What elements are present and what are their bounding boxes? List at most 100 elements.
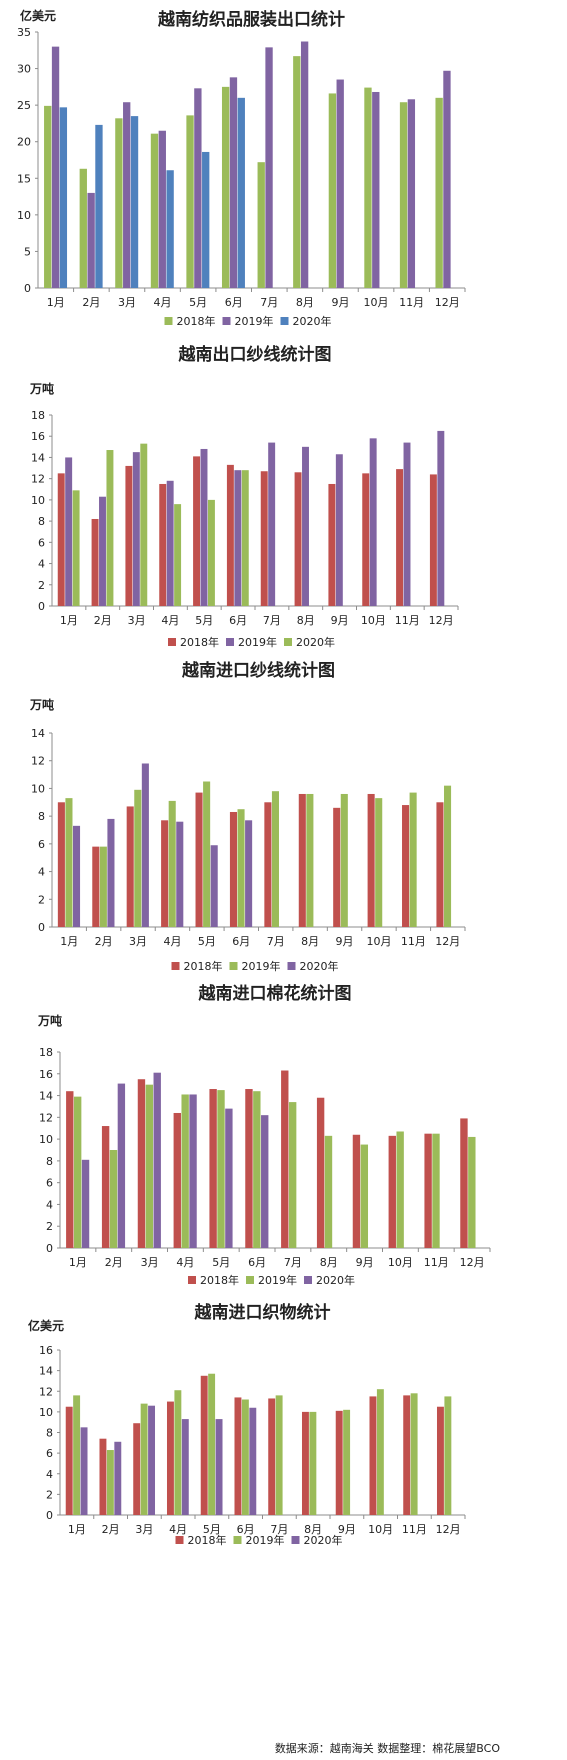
bar-1 xyxy=(126,806,134,927)
bar-1 xyxy=(333,807,341,927)
y-tick-label: 2 xyxy=(38,579,45,592)
bar-1 xyxy=(209,1089,217,1248)
chart-title: 越南纺织品服装出口统计 xyxy=(157,9,345,30)
legend-swatch xyxy=(188,1276,196,1284)
bar-3 xyxy=(81,1159,90,1248)
y-axis-unit: 万吨 xyxy=(29,381,54,396)
y-tick-label: 6 xyxy=(38,838,45,851)
bar-2 xyxy=(336,79,344,288)
bar-2 xyxy=(443,70,451,289)
chart-title: 越南出口纱线统计图 xyxy=(178,344,332,365)
x-tick-label: 12月 xyxy=(435,935,460,948)
legend-entry: 2018年 xyxy=(177,314,216,328)
y-tick-label: 10 xyxy=(31,494,45,507)
bar-2 xyxy=(158,130,166,288)
bar-3 xyxy=(95,124,103,288)
bar-2 xyxy=(203,781,211,927)
bar-2 xyxy=(432,1133,440,1248)
y-tick-label: 10 xyxy=(39,1133,53,1146)
bar-2 xyxy=(265,47,273,288)
bar-2 xyxy=(208,1373,216,1515)
bar-1 xyxy=(316,1097,325,1248)
y-tick-label: 30 xyxy=(17,63,31,76)
legend-swatch xyxy=(284,638,292,646)
bar-3 xyxy=(80,1427,88,1515)
x-tick-label: 7月 xyxy=(284,1256,302,1269)
legend-swatch xyxy=(168,638,176,646)
y-tick-label: 14 xyxy=(31,451,45,464)
bar-1 xyxy=(298,793,306,927)
bar-2 xyxy=(253,1091,261,1248)
bar-1 xyxy=(460,1118,468,1248)
bar-1 xyxy=(429,474,437,606)
y-tick-label: 25 xyxy=(17,99,31,112)
bar-2 xyxy=(134,789,142,927)
bar-2 xyxy=(376,1389,384,1515)
y-tick-label: 20 xyxy=(17,136,31,149)
bar-1 xyxy=(91,518,99,606)
legend-swatch xyxy=(280,317,289,325)
bar-1 xyxy=(173,1112,181,1248)
bar-1 xyxy=(424,1133,432,1248)
bar-1 xyxy=(268,1398,276,1515)
y-tick-label: 14 xyxy=(31,727,45,740)
bar-1 xyxy=(369,1396,377,1515)
bar-3 xyxy=(166,170,174,288)
bar-2 xyxy=(51,46,60,288)
bar-3 xyxy=(72,825,81,927)
y-tick-label: 5 xyxy=(24,245,31,258)
y-tick-label: 0 xyxy=(46,1242,53,1255)
bar-1 xyxy=(159,483,167,606)
y-tick-label: 14 xyxy=(39,1090,53,1103)
bar-1 xyxy=(186,115,194,288)
bar-2 xyxy=(174,1390,182,1515)
y-tick-label: 8 xyxy=(46,1155,53,1168)
bar-2 xyxy=(106,1450,114,1515)
bar-2 xyxy=(194,88,202,288)
x-tick-label: 5月 xyxy=(189,296,207,309)
x-tick-label: 2月 xyxy=(82,296,100,309)
bar-3 xyxy=(174,504,182,606)
bar-2 xyxy=(306,793,314,927)
bar-1 xyxy=(388,1135,396,1248)
y-tick-label: 18 xyxy=(39,1046,53,1059)
y-tick-label: 16 xyxy=(39,1068,53,1081)
x-tick-label: 6月 xyxy=(229,614,247,627)
bar-2 xyxy=(87,192,95,288)
x-tick-label: 11月 xyxy=(395,614,420,627)
legend-entry: 2020年 xyxy=(316,1273,355,1287)
x-tick-label: 12月 xyxy=(460,1256,485,1269)
bar-2 xyxy=(444,1396,452,1515)
bar-2 xyxy=(271,791,279,927)
x-tick-label: 11月 xyxy=(399,296,424,309)
x-tick-label: 7月 xyxy=(263,614,281,627)
bar-2 xyxy=(437,430,445,606)
bar-2 xyxy=(229,77,238,288)
bar-2 xyxy=(145,1084,154,1248)
x-tick-label: 3月 xyxy=(128,614,146,627)
y-tick-label: 35 xyxy=(17,26,31,39)
bar-1 xyxy=(195,792,203,927)
bar-2 xyxy=(168,800,176,927)
bar-3 xyxy=(249,1407,257,1515)
bar-3 xyxy=(189,1094,197,1248)
bar-2 xyxy=(73,1096,82,1248)
x-tick-label: 3月 xyxy=(129,935,147,948)
x-tick-label: 12月 xyxy=(429,614,454,627)
x-tick-label: 10月 xyxy=(388,1256,413,1269)
bar-1 xyxy=(133,1423,141,1515)
bar-1 xyxy=(362,473,370,606)
bar-2 xyxy=(140,1403,148,1516)
legend-entry: 2020年 xyxy=(296,635,335,649)
y-tick-label: 14 xyxy=(39,1365,53,1378)
y-tick-label: 16 xyxy=(39,1344,53,1357)
bar-2 xyxy=(288,1102,297,1248)
bar-3 xyxy=(59,107,68,288)
y-tick-label: 10 xyxy=(39,1406,53,1419)
x-tick-label: 1月 xyxy=(60,614,78,627)
bar-1 xyxy=(150,133,159,288)
legend-swatch xyxy=(164,317,173,325)
